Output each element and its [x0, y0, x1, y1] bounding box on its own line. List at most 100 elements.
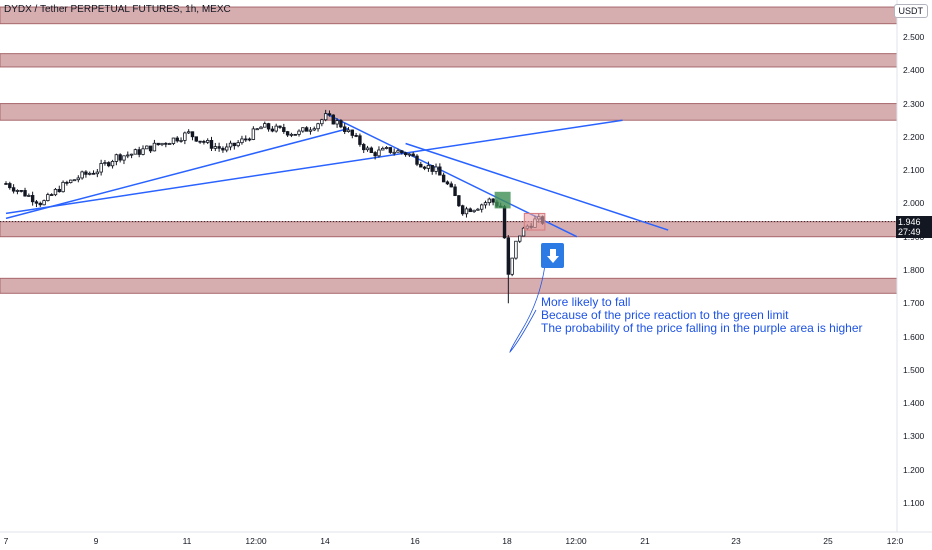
candle-body — [228, 142, 233, 148]
candle-body — [362, 144, 366, 151]
time-tick: 14 — [320, 536, 330, 546]
candle-body — [327, 113, 332, 116]
currency-badge[interactable]: USDT — [893, 4, 928, 18]
candle-body — [464, 208, 469, 215]
candle-body — [175, 137, 179, 142]
price-tick: 2.400 — [903, 65, 925, 76]
price-tick: 1.500 — [903, 364, 925, 375]
candle-body — [179, 139, 183, 142]
candle-body — [57, 188, 61, 193]
note-line-3: The probability of the price falling in … — [541, 321, 863, 335]
candle-body — [88, 172, 92, 175]
candle-body — [167, 143, 172, 145]
candle-body — [95, 171, 100, 175]
candle-body — [323, 113, 328, 121]
time-tick: 21 — [640, 536, 650, 546]
price-tick: 2.000 — [903, 198, 925, 209]
candle-body — [91, 172, 96, 175]
candle-body — [255, 128, 259, 131]
candle-body — [331, 114, 335, 125]
candle-body — [240, 138, 244, 144]
price-tick: 2.500 — [903, 32, 925, 42]
candle-body — [430, 164, 434, 172]
candle-body — [381, 147, 385, 151]
candle-body — [244, 138, 248, 141]
candle-body — [373, 152, 377, 157]
candle-body — [434, 166, 438, 172]
candle-countdown: 27:49 — [898, 227, 921, 237]
candle-body — [114, 154, 119, 162]
candle-body — [118, 154, 122, 161]
candle-body — [422, 166, 427, 169]
purple-area-box — [523, 212, 546, 231]
candle-body — [491, 198, 495, 203]
candle-body — [171, 137, 176, 144]
candle-body — [186, 131, 191, 134]
candle-body — [419, 163, 423, 168]
price-tick: 1.800 — [903, 265, 925, 275]
candle-body — [259, 126, 263, 130]
analysis-note: More likely to fall Because of the price… — [541, 296, 863, 335]
resistance-zone-3 — [0, 221, 898, 238]
green-limit-box — [494, 191, 511, 209]
candle-body — [164, 142, 168, 145]
candle-body — [438, 166, 442, 176]
candle-body — [365, 147, 370, 151]
candle-body — [457, 195, 461, 207]
candle-body — [510, 257, 514, 275]
candle-body — [293, 133, 297, 136]
candle-body — [339, 120, 343, 128]
candle-body — [61, 181, 65, 193]
price-tick: 2.200 — [903, 131, 925, 142]
trendline-3 — [405, 142, 669, 231]
trendline-0 — [5, 127, 349, 220]
candle-body — [68, 179, 73, 184]
candle-body — [384, 147, 389, 149]
candle-body — [160, 142, 164, 146]
candle-body — [84, 171, 88, 175]
resistance-zone-4 — [0, 277, 898, 294]
down-arrow-icon — [541, 243, 564, 268]
candle-body — [183, 132, 187, 141]
candle-body — [342, 126, 347, 132]
candle-body — [129, 153, 134, 156]
candle-body — [137, 149, 141, 155]
candle-body — [426, 164, 431, 169]
price-tick: 2.300 — [903, 98, 925, 109]
candle-body — [156, 142, 160, 146]
candle-body — [76, 177, 81, 181]
candle-body — [301, 127, 305, 132]
price-tick: 2.100 — [903, 165, 925, 176]
candle-body — [8, 183, 12, 189]
price-tick: 1.400 — [903, 398, 925, 409]
candle-body — [103, 162, 107, 164]
candle-body — [278, 125, 282, 128]
price-tick: 1.100 — [903, 498, 925, 508]
time-tick: 12:00 — [565, 536, 587, 546]
candle-body — [141, 148, 145, 155]
candle-body — [514, 240, 518, 259]
candle-body — [46, 194, 50, 202]
candle-body — [521, 227, 526, 237]
candle-body — [506, 237, 511, 275]
candle-body — [476, 208, 480, 211]
candle-body — [479, 204, 484, 210]
candle-body — [312, 128, 316, 131]
candle-body — [282, 127, 286, 132]
price-tick: 1.600 — [903, 331, 925, 342]
candle-body — [217, 146, 221, 149]
candle-body — [34, 201, 39, 204]
candle-body — [335, 120, 339, 125]
resistance-zone-1 — [0, 53, 898, 68]
candle-body — [472, 209, 476, 213]
price-tick: 1.300 — [903, 431, 925, 442]
time-tick: 25 — [823, 536, 833, 546]
candle-body — [23, 190, 27, 197]
candle-body — [415, 155, 419, 165]
candle-body — [49, 194, 54, 196]
candle-body — [483, 202, 488, 206]
current-price-tag: 1.946 27:49 — [896, 216, 932, 238]
candle-body — [232, 142, 237, 147]
